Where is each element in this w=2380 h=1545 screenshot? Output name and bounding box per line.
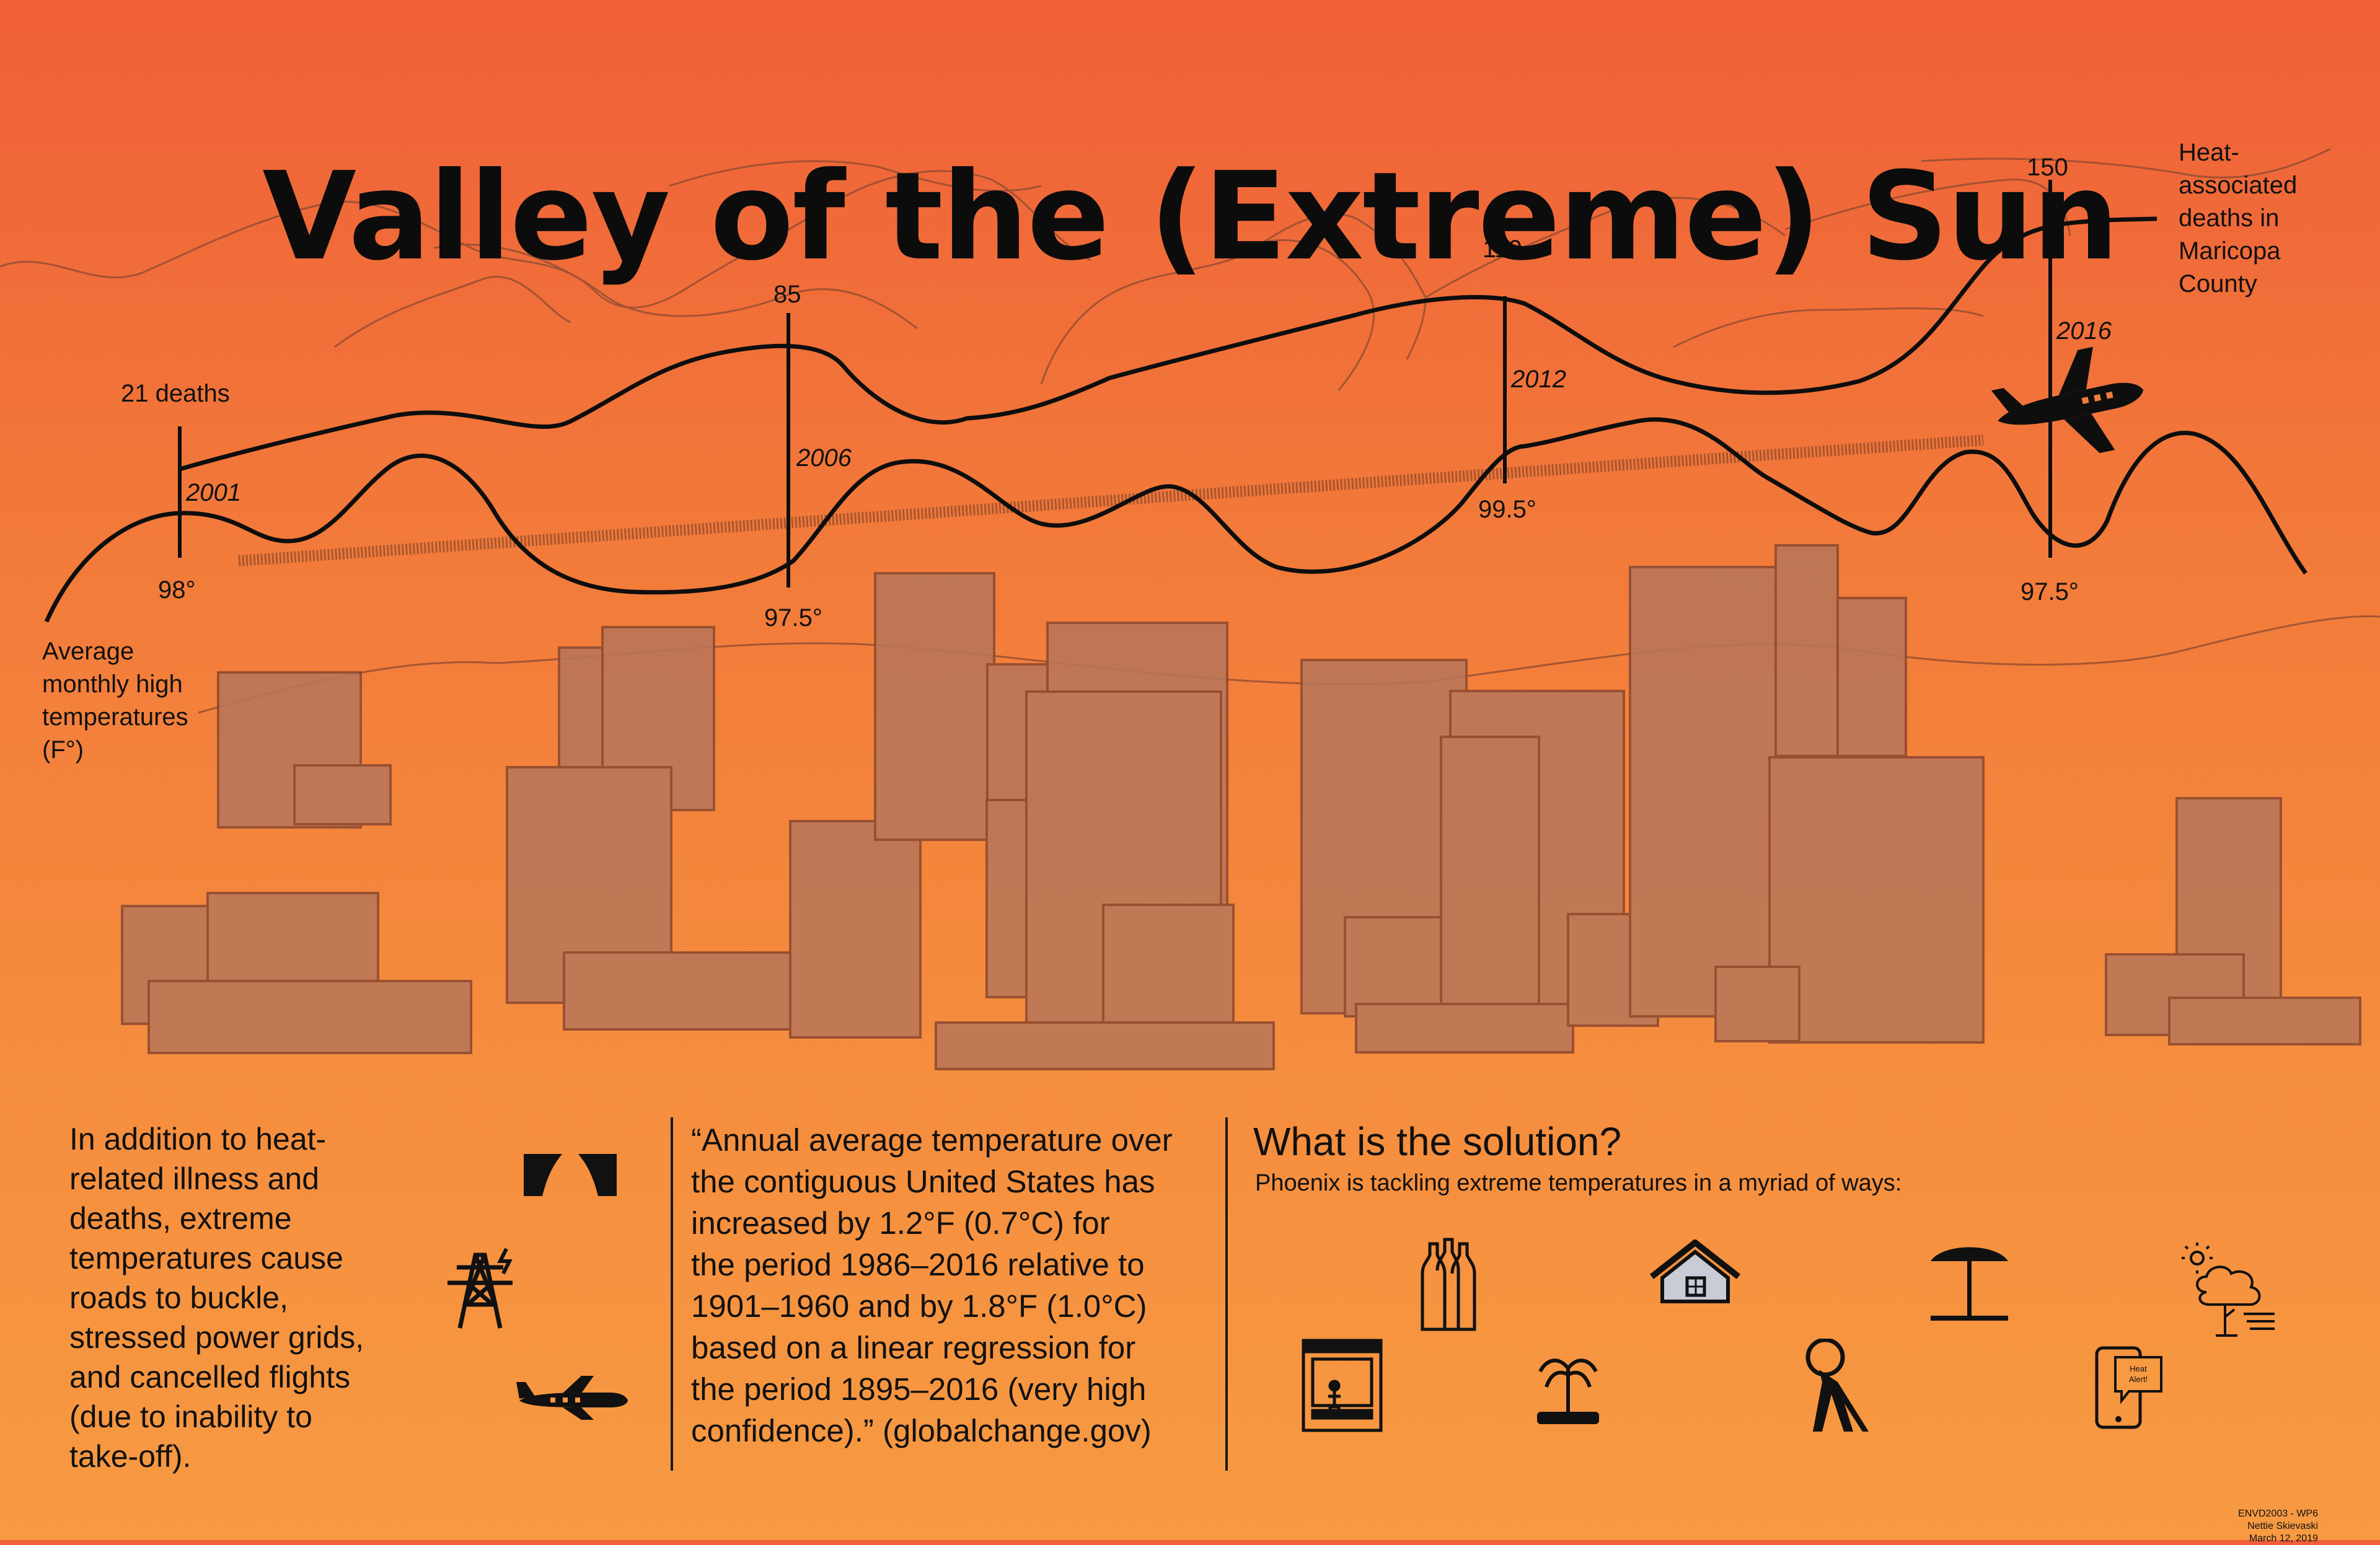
quote-line: increased by 1.2°F (0.7°C) for <box>691 1205 1110 1241</box>
alert-text-alert: Alert! <box>2129 1375 2148 1384</box>
water-bottles-icon <box>1421 1238 1476 1331</box>
temp-label-2016: 97.5° <box>2021 578 2079 605</box>
paragraph-line: take-off). <box>69 1439 192 1474</box>
quote-line: based on a linear regression for <box>691 1330 1136 1365</box>
paragraph-line: related illness and <box>69 1161 320 1196</box>
deaths-series-line <box>179 216 2157 472</box>
temps-legend-line: monthly high <box>42 671 183 698</box>
page-title: Valley of the (Extreme) Sun <box>262 146 2118 288</box>
climate-quote: “Annual average temperature over the con… <box>691 1119 1173 1451</box>
hiker-icon <box>1805 1339 1869 1432</box>
temps-legend-line: (F°) <box>42 736 84 764</box>
paragraph-line: deaths, extreme <box>69 1201 292 1236</box>
year-label-2001: 2001 <box>185 479 241 506</box>
quote-line: the contiguous United States has <box>691 1164 1155 1199</box>
year-markers <box>178 180 2052 588</box>
deaths-series-label: Heat- associated deaths in Maricopa Coun… <box>2179 136 2297 301</box>
phone-alert-icon: Heat Alert! <box>2095 1346 2162 1429</box>
city-skyline <box>121 544 2361 1070</box>
road-buckle-icon <box>524 1154 617 1196</box>
airplane-contrail <box>238 434 1984 566</box>
deaths-legend-line: associated <box>2179 172 2298 199</box>
cooling-home-icon <box>1649 1239 1741 1303</box>
credit-author: Nettie Skievaski <box>2247 1521 2318 1531</box>
credit-course: ENVD2003 - WP6 <box>2238 1508 2318 1519</box>
airplane-icon <box>516 1376 628 1420</box>
deaths-legend-line: Heat- <box>2179 139 2239 166</box>
solution-heading: What is the solution? <box>1253 1119 1622 1164</box>
power-tower-icon <box>447 1248 513 1329</box>
paragraph-line: stressed power grids, <box>69 1320 364 1355</box>
paragraph-line: temperatures cause <box>69 1241 343 1275</box>
fountain-icon <box>1537 1358 1599 1424</box>
paragraph-line: and cancelled flights <box>69 1360 351 1394</box>
year-label-2012: 2012 <box>1510 366 1566 393</box>
paragraph-line: (due to inability to <box>69 1399 312 1434</box>
temperature-value-labels: 98° 97.5° 99.5° 97.5° <box>158 496 2079 632</box>
quote-line: the period 1986–2016 relative to <box>691 1247 1145 1282</box>
quote-line: 1901–1960 and by 1.8°F (1.0°C) <box>691 1288 1147 1324</box>
quote-line: confidence).” (globalchange.gov) <box>691 1413 1152 1448</box>
year-label-2016: 2016 <box>2056 317 2112 345</box>
year-labels: 2001 2006 2012 2016 <box>185 317 2112 506</box>
temp-label-2001: 98° <box>158 576 196 604</box>
temp-label-2012: 99.5° <box>1478 496 1536 523</box>
alert-text-heat: Heat <box>2130 1364 2147 1373</box>
tree-cloud-icon <box>2182 1243 2275 1337</box>
death-label-2016: 150 <box>2027 154 2068 181</box>
temps-legend-line: Average <box>42 638 134 665</box>
divider-left <box>671 1117 673 1471</box>
credit-date: March 12, 2019 <box>2249 1533 2318 1544</box>
quote-line: “Annual average temperature over <box>691 1122 1173 1158</box>
impact-paragraph: In addition to heat- related illness and… <box>69 1119 364 1476</box>
bus-shelter-icon <box>1302 1339 1383 1432</box>
chart-airplane-icon <box>1991 346 2144 454</box>
deaths-legend-line: deaths in <box>2179 205 2280 232</box>
deaths-value-labels: 21 deaths 85 110 150 <box>121 154 2068 407</box>
quote-line: the period 1895–2016 (very high <box>691 1371 1147 1407</box>
year-label-2006: 2006 <box>796 444 852 472</box>
paragraph-line: In addition to heat- <box>69 1122 327 1156</box>
temp-label-2006: 97.5° <box>764 604 822 632</box>
death-label-2012: 110 <box>1483 235 1522 263</box>
temps-legend-line: temperatures <box>42 703 188 731</box>
temperature-series-label: Average monthly high temperatures (F°) <box>42 635 188 767</box>
death-label-2001: 21 deaths <box>121 380 230 407</box>
credit-block: ENVD2003 - WP6 Nettie Skievaski March 12… <box>2238 1508 2318 1545</box>
shade-umbrella-icon <box>1931 1247 2008 1321</box>
deaths-legend-line: Maricopa <box>2179 237 2281 265</box>
death-label-2006: 85 <box>774 281 801 308</box>
deaths-legend-line: County <box>2179 270 2257 297</box>
solution-subheading: Phoenix is tackling extreme temperatures… <box>1255 1170 1902 1196</box>
divider-right <box>1225 1117 1228 1471</box>
temperature-series-line <box>44 417 2307 623</box>
paragraph-line: roads to buckle, <box>69 1280 288 1315</box>
